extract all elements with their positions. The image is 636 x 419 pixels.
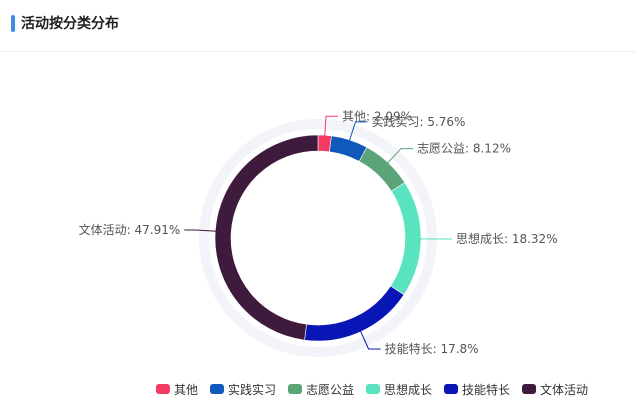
- legend-swatch-5[interactable]: [522, 384, 537, 394]
- legend-swatch-1[interactable]: [209, 384, 224, 394]
- data-label-5: 文体活动: 47.91%: [79, 222, 181, 237]
- data-label-3: 思想成长: 18.32%: [456, 231, 558, 246]
- legend-label-0: 其他: [174, 383, 198, 397]
- legend-swatch-3[interactable]: [366, 384, 380, 394]
- legend-label-2: 志愿公益: [306, 383, 354, 397]
- card-header: 活动按分类分布: [0, 0, 636, 52]
- data-label-1: 实践实习: 5.76%: [371, 114, 465, 129]
- leader-line-5: [184, 229, 217, 232]
- data-label-4: 技能特长: 17.8%: [385, 341, 479, 356]
- chart-title: 活动按分类分布: [21, 16, 119, 32]
- legend-swatch-2[interactable]: [287, 384, 302, 394]
- leader-line-1: [348, 121, 368, 142]
- legend-label-1: 实践实习: [228, 382, 276, 397]
- legend-swatch-4[interactable]: [444, 384, 459, 394]
- legend-label-5: 文体活动: [540, 382, 588, 397]
- donut-slice-3[interactable]: [390, 182, 422, 296]
- leader-line-4: [359, 330, 381, 350]
- leader-line-0: [324, 115, 339, 137]
- title-accent-bar: [11, 15, 15, 32]
- donut-track-ring: [199, 119, 437, 357]
- data-label-2: 志愿公益: 8.12%: [417, 142, 511, 156]
- legend-label-4: 技能特长: [462, 382, 510, 397]
- donut-slice-5[interactable]: [214, 134, 319, 341]
- data-label-0: 其他: 2.09%: [342, 109, 412, 123]
- legend-swatch-0[interactable]: [155, 384, 170, 394]
- leader-line-2: [387, 148, 414, 164]
- legend-label-3: 思想成长: [384, 382, 432, 397]
